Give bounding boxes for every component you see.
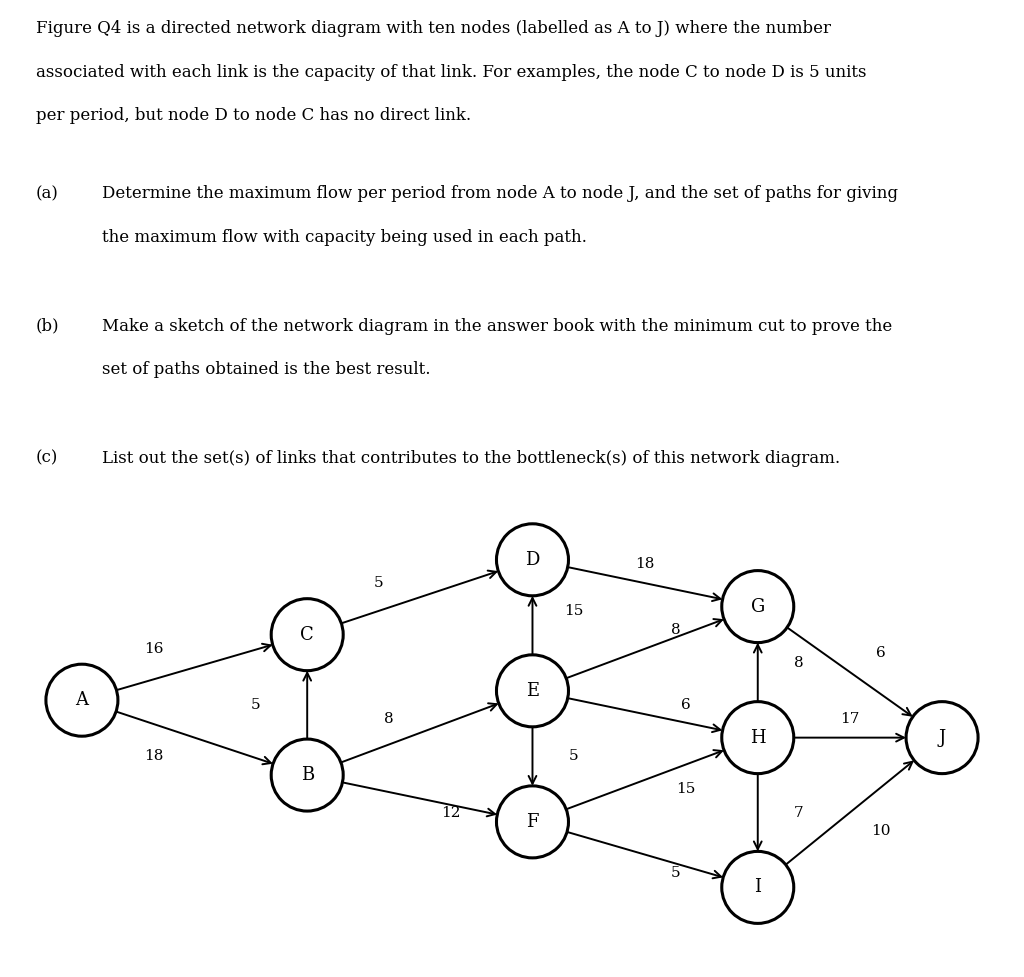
Text: associated with each link is the capacity of that link. For examples, the node C: associated with each link is the capacit… <box>36 64 866 80</box>
Text: A: A <box>76 691 88 709</box>
Text: 8: 8 <box>384 712 394 726</box>
Text: 5: 5 <box>568 749 579 763</box>
Text: J: J <box>938 729 946 746</box>
Circle shape <box>497 655 568 727</box>
Text: E: E <box>526 682 539 700</box>
Text: Figure Q4 is a directed network diagram with ten nodes (labelled as A to J) wher: Figure Q4 is a directed network diagram … <box>36 21 830 37</box>
Text: 15: 15 <box>564 605 583 618</box>
Text: G: G <box>751 598 765 616</box>
Text: (b): (b) <box>36 318 59 334</box>
Text: Make a sketch of the network diagram in the answer book with the minimum cut to : Make a sketch of the network diagram in … <box>102 318 893 334</box>
Text: H: H <box>750 729 766 746</box>
Text: 10: 10 <box>870 825 891 838</box>
Circle shape <box>906 701 978 774</box>
Text: 5: 5 <box>374 576 384 590</box>
Text: 18: 18 <box>144 749 163 763</box>
Text: 6: 6 <box>681 698 691 712</box>
Text: set of paths obtained is the best result.: set of paths obtained is the best result… <box>102 361 431 378</box>
Circle shape <box>497 524 568 596</box>
Text: per period, but node D to node C has no direct link.: per period, but node D to node C has no … <box>36 106 471 124</box>
Text: 17: 17 <box>841 712 859 726</box>
Text: 8: 8 <box>794 656 804 670</box>
Text: (a): (a) <box>36 186 58 202</box>
Text: 7: 7 <box>794 805 804 820</box>
Text: F: F <box>526 813 539 830</box>
Circle shape <box>271 739 343 811</box>
Text: 5: 5 <box>251 698 261 712</box>
Text: 15: 15 <box>677 783 695 796</box>
Circle shape <box>722 701 794 774</box>
Text: Determine the maximum flow per period from node A to node J, and the set of path: Determine the maximum flow per period fr… <box>102 186 898 202</box>
Text: the maximum flow with capacity being used in each path.: the maximum flow with capacity being use… <box>102 229 588 245</box>
Text: List out the set(s) of links that contributes to the bottleneck(s) of this netwo: List out the set(s) of links that contri… <box>102 449 841 467</box>
Text: 18: 18 <box>636 558 654 572</box>
Text: (c): (c) <box>36 449 58 467</box>
Text: D: D <box>525 551 540 569</box>
Circle shape <box>722 851 794 923</box>
Text: 5: 5 <box>671 867 681 880</box>
Text: 6: 6 <box>876 647 886 660</box>
Circle shape <box>271 599 343 670</box>
Text: C: C <box>300 625 314 644</box>
Circle shape <box>722 571 794 643</box>
Text: 12: 12 <box>440 805 461 820</box>
Text: I: I <box>755 878 761 896</box>
Circle shape <box>497 786 568 858</box>
Circle shape <box>46 664 118 737</box>
Text: 8: 8 <box>671 623 681 637</box>
Text: 16: 16 <box>143 642 164 656</box>
Text: B: B <box>301 766 313 785</box>
